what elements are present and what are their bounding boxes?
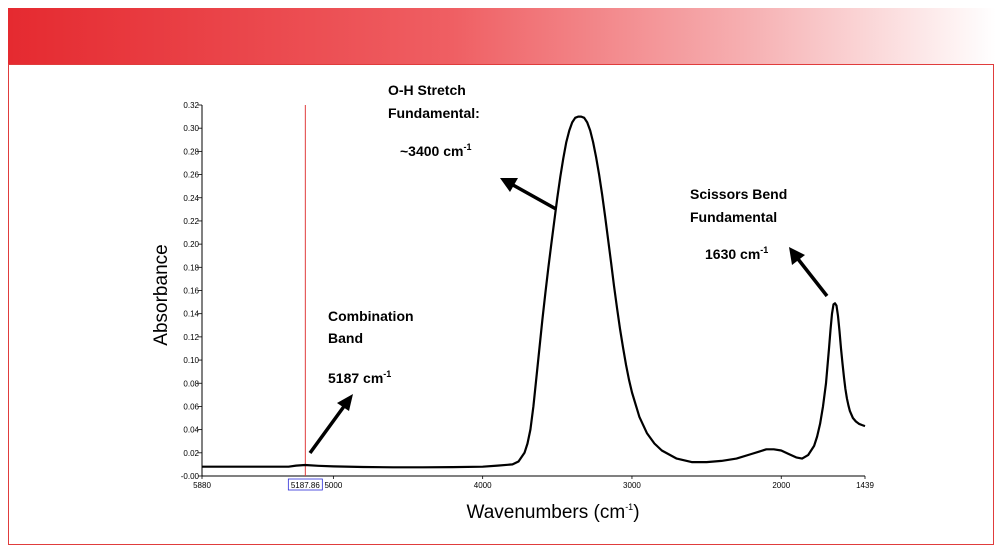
y-tick-label: 0.04 <box>183 426 199 435</box>
annotation-line: Fundamental: <box>388 105 480 121</box>
annotation-value-text: 1630 cm <box>705 246 760 262</box>
annotation-line: Band <box>328 330 363 346</box>
arrow-oh-stretch <box>500 178 557 211</box>
figure-frame <box>8 64 994 545</box>
x-tick-label: 2000 <box>772 481 790 490</box>
annotation-value-sup: -1 <box>463 142 471 152</box>
annotation-line: Combination <box>328 308 414 324</box>
annotation-value-text: ~3400 cm <box>400 143 463 159</box>
y-tick-label: 0.30 <box>183 124 199 133</box>
annotation-line: Scissors Bend <box>690 186 787 202</box>
x-axis-title-sup: -1 <box>625 502 633 512</box>
x-axis-title: Wavenumbers (cm-1) <box>466 502 639 523</box>
x-tick-label: 5880 <box>193 481 211 490</box>
arrow-scissors-bend <box>789 247 829 298</box>
cursor-label-box <box>287 478 323 491</box>
header-banner <box>8 8 996 64</box>
annotation-value: 1630 cm-1 <box>705 245 768 262</box>
series-line <box>202 115 866 469</box>
annotation-combination-band: Combination Band 5187 cm-1 <box>308 308 414 455</box>
y-tick-label: 0.14 <box>183 310 199 319</box>
y-tick-label: 0.22 <box>183 217 199 226</box>
annotation-value-sup: -1 <box>760 245 768 255</box>
y-tick-label: 0.12 <box>183 333 199 342</box>
y-tick-label: 0.10 <box>183 356 199 365</box>
y-tick-label: 0.28 <box>183 147 199 156</box>
y-tick-label: 0.02 <box>183 449 199 458</box>
y-tick-label: 0.26 <box>183 171 199 180</box>
annotation-scissors-bend: Scissors Bend Fundamental 1630 cm-1 <box>690 186 829 298</box>
y-tick-label: 0.08 <box>183 379 199 388</box>
x-tick-label: 5000 <box>324 481 342 490</box>
x-axis-title-close: ) <box>633 502 639 523</box>
annotation-value: ~3400 cm-1 <box>400 142 471 159</box>
x-tick-label: 4000 <box>474 481 492 490</box>
annotation-line: O-H Stretch <box>388 82 466 98</box>
annotation-value-sup: -1 <box>383 369 391 379</box>
y-tick-label: 0.32 <box>183 101 199 110</box>
annotation-value: 5187 cm-1 <box>328 369 391 386</box>
y-tick-label: 0.20 <box>183 240 199 249</box>
cursor-label: 5187.86 <box>291 481 320 490</box>
y-tick-label: 0.06 <box>183 402 199 411</box>
y-tick-label: 0.16 <box>183 287 199 296</box>
x-axis-title-text: Wavenumbers (cm <box>466 502 625 523</box>
x-tick-label: 3000 <box>623 481 641 490</box>
y-tick-label: -0.00 <box>181 472 200 481</box>
annotation-value-text: 5187 cm <box>328 370 383 386</box>
annotation-line: Fundamental <box>690 209 777 225</box>
y-axis-title: Absorbance <box>151 244 172 345</box>
arrow-combination-band <box>308 394 353 455</box>
y-tick-label: 0.24 <box>183 194 199 203</box>
y-tick-label: 0.18 <box>183 263 199 272</box>
x-tick-label: 1439 <box>856 481 874 490</box>
annotation-oh-stretch: O-H Stretch Fundamental: ~3400 cm-1 <box>388 82 557 211</box>
